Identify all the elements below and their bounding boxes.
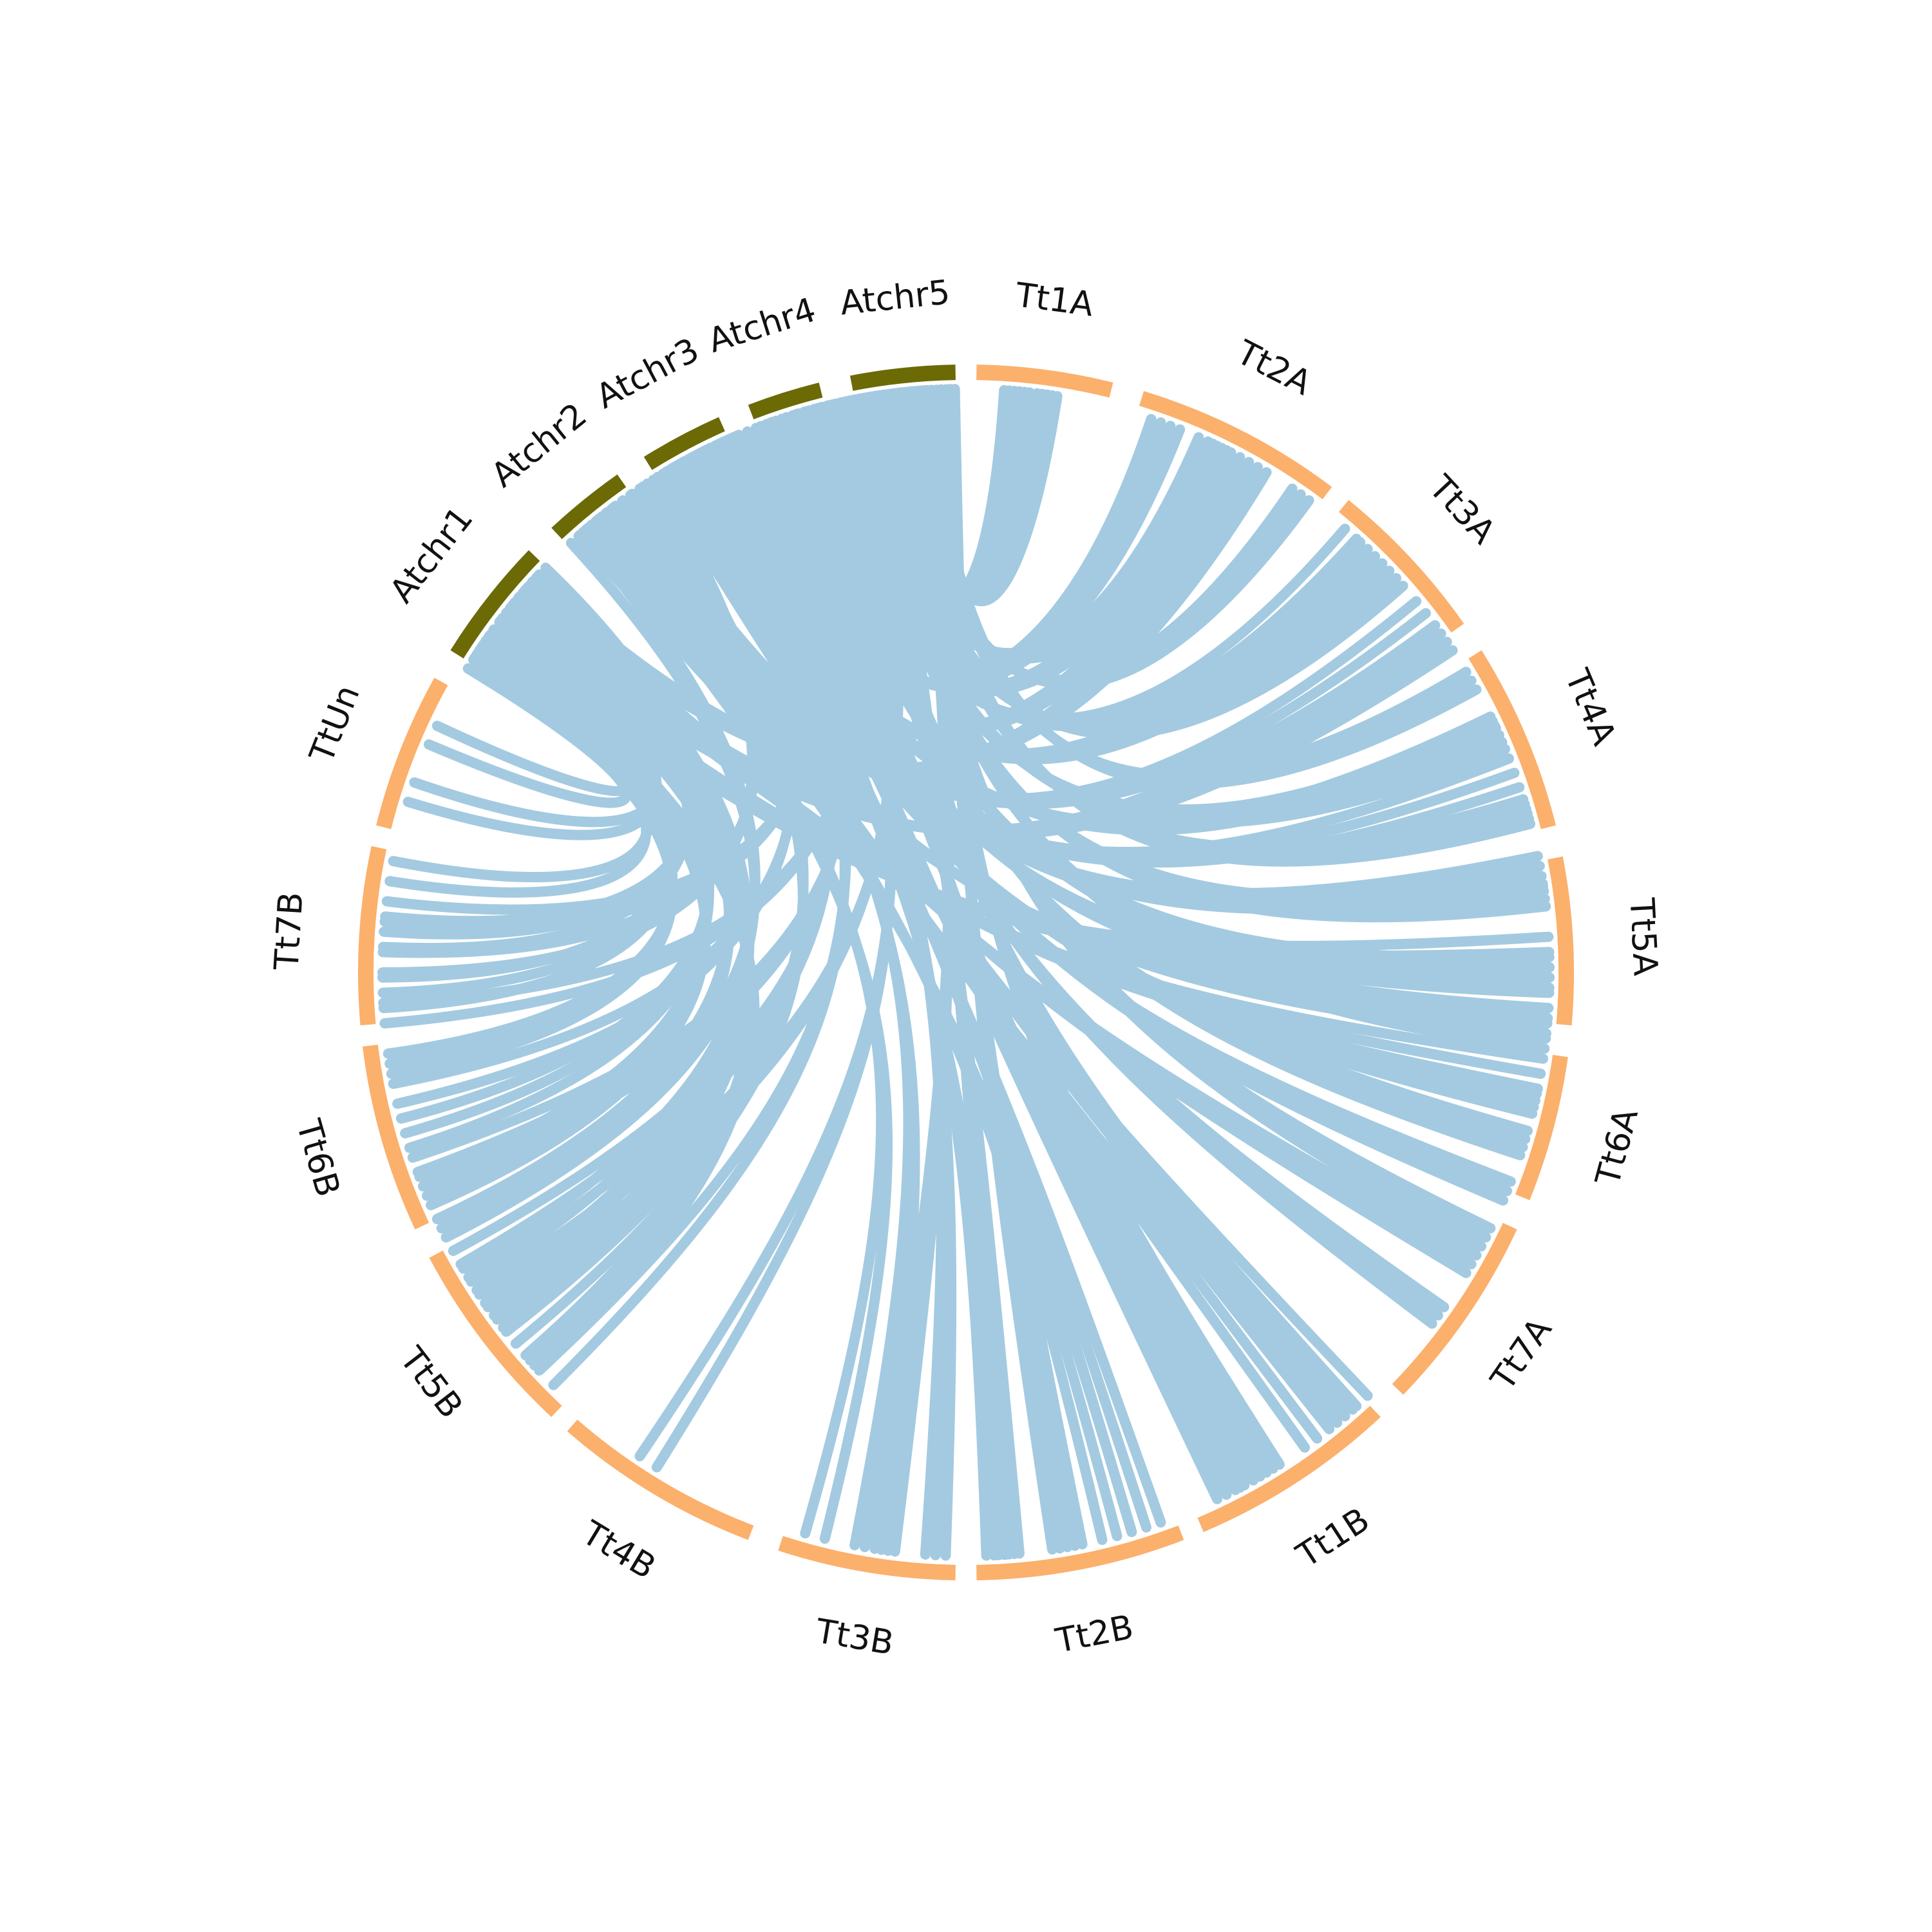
arc-tt2a bbox=[1139, 391, 1332, 500]
synteny-link bbox=[388, 636, 654, 882]
synteny-link bbox=[381, 417, 827, 915]
arc-tt2b bbox=[976, 1525, 1184, 1580]
synteny-link bbox=[407, 404, 866, 1163]
arc-tt3a bbox=[1338, 500, 1464, 633]
arc-atchr2 bbox=[551, 474, 627, 540]
synteny-link bbox=[471, 392, 904, 1296]
arc-tt6b bbox=[362, 1045, 430, 1229]
synteny-link bbox=[378, 397, 874, 1009]
synteny-link bbox=[409, 603, 662, 828]
arc-atchr1 bbox=[450, 550, 540, 659]
arc-tt4a bbox=[1468, 650, 1556, 829]
synteny-link bbox=[377, 475, 761, 958]
synteny-link bbox=[949, 384, 1057, 1555]
arc-atchr4 bbox=[748, 383, 823, 420]
label-tt7b: Tt7B bbox=[267, 891, 310, 972]
chromosome-arcs bbox=[357, 365, 1574, 1580]
arc-ttun bbox=[376, 677, 448, 829]
arc-tt5a bbox=[1548, 856, 1574, 1026]
synteny-link bbox=[431, 529, 761, 1224]
synteny-link bbox=[625, 489, 1525, 868]
synteny-link bbox=[590, 516, 887, 1539]
arc-tt5b bbox=[429, 1250, 562, 1417]
synteny-link bbox=[534, 431, 851, 1376]
arc-tt1a bbox=[976, 365, 1113, 398]
synteny-link bbox=[531, 467, 1272, 775]
label-tt5a: Tt5A bbox=[1622, 896, 1664, 977]
synteny-links bbox=[377, 384, 1555, 1561]
synteny-link bbox=[526, 577, 1543, 1094]
arc-tt6a bbox=[1515, 1055, 1568, 1200]
arc-tt1b bbox=[1197, 1405, 1381, 1532]
synteny-link bbox=[424, 663, 632, 808]
arc-tt7a bbox=[1392, 1222, 1517, 1395]
synteny-link bbox=[431, 652, 636, 797]
arc-atchr3 bbox=[643, 417, 725, 470]
synteny-link bbox=[388, 444, 802, 1089]
arc-tt7b bbox=[357, 846, 387, 1026]
arc-atchr5 bbox=[849, 365, 956, 391]
arc-tt4b bbox=[567, 1419, 754, 1540]
arc-tt3b bbox=[778, 1535, 956, 1580]
